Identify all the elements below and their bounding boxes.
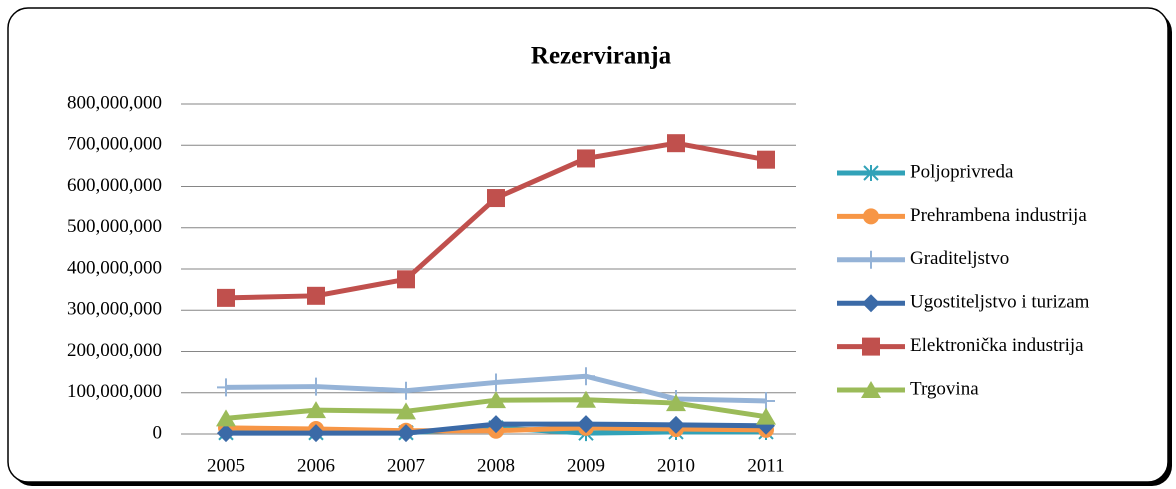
marker: [307, 286, 325, 305]
marker: [863, 208, 879, 225]
y-tick-label: 500,000,000: [67, 216, 162, 237]
y-tick-label: 100,000,000: [67, 381, 162, 402]
y-tick-label: 400,000,000: [67, 257, 162, 278]
marker: [487, 415, 505, 434]
x-tick-label: 2009: [567, 455, 605, 476]
marker: [397, 270, 415, 289]
marker: [862, 337, 880, 356]
marker: [576, 390, 596, 408]
marker: [307, 424, 325, 443]
y-tick-label: 200,000,000: [67, 340, 162, 361]
legend-label: Trgovina: [910, 378, 979, 399]
marker: [397, 381, 415, 400]
marker: [757, 392, 775, 410]
y-tick-label: 600,000,000: [67, 175, 162, 196]
y-tick-label: 300,000,000: [67, 299, 162, 320]
marker: [756, 407, 776, 425]
y-tick-label: 0: [153, 422, 163, 443]
marker: [396, 402, 416, 420]
chart-title: Rezerviranja: [531, 43, 672, 70]
marker: [757, 150, 775, 169]
marker: [667, 134, 685, 153]
marker: [217, 424, 235, 443]
marker: [863, 165, 879, 181]
legend-label: Elektronička industrija: [910, 335, 1084, 356]
marker: [862, 250, 880, 269]
y-tick-label: 700,000,000: [67, 134, 162, 155]
marker: [666, 394, 686, 412]
marker: [577, 149, 595, 168]
marker: [487, 189, 505, 208]
marker: [487, 373, 505, 392]
marker: [577, 367, 595, 386]
x-tick-label: 2005: [207, 455, 245, 476]
legend-label: Ugostiteljstvo i turizam: [910, 292, 1090, 313]
x-tick-label: 2008: [477, 455, 515, 476]
legend-label: Prehrambena industrija: [910, 205, 1087, 226]
marker: [397, 424, 415, 443]
legend-label: Graditeljstvo: [910, 248, 1009, 269]
x-tick-label: 2010: [657, 455, 695, 476]
marker: [306, 401, 326, 419]
marker: [217, 288, 235, 307]
marker: [217, 378, 235, 397]
marker: [486, 391, 506, 409]
x-tick-label: 2006: [297, 455, 335, 476]
x-tick-label: 2007: [387, 455, 425, 476]
legend-label: Poljoprivreda: [910, 161, 1014, 182]
frame: [7, 7, 1169, 483]
marker: [862, 294, 880, 313]
y-tick-label: 800,000,000: [67, 92, 162, 113]
x-tick-label: 2011: [747, 455, 784, 476]
marker: [307, 377, 325, 396]
marker: [577, 415, 595, 434]
marker: [667, 415, 685, 434]
marker: [861, 381, 881, 398]
marker: [216, 409, 236, 427]
